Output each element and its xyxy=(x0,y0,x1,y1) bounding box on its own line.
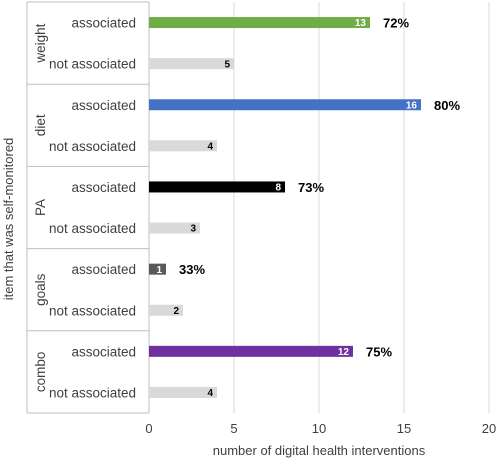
category-label: associated xyxy=(71,98,136,113)
bar-value-label: 3 xyxy=(190,224,196,235)
group-label-weight: weight xyxy=(33,23,48,63)
bar-goals-not-associated xyxy=(149,304,183,316)
x-tick-label: 20 xyxy=(482,421,496,436)
category-label: associated xyxy=(71,180,136,195)
bars xyxy=(149,17,421,398)
x-tick-label: 5 xyxy=(230,421,237,436)
bar-weight-not-associated xyxy=(149,58,234,70)
category-label: not associated xyxy=(49,221,136,236)
bar-combo-not-associated xyxy=(149,386,217,398)
group-label-combo: combo xyxy=(33,352,48,393)
x-tick-label: 10 xyxy=(312,421,326,436)
bar-value-label: 1 xyxy=(156,265,162,276)
bar-value-label: 16 xyxy=(406,100,418,111)
category-label: not associated xyxy=(49,139,136,154)
percent-label: 33% xyxy=(179,262,205,277)
bar-value-label: 12 xyxy=(338,347,350,358)
group-label-goals: goals xyxy=(33,273,48,306)
bar-diet-not-associated xyxy=(149,140,217,152)
bar-goals-associated xyxy=(149,263,166,275)
bar-pa-associated xyxy=(149,181,285,193)
category-label: associated xyxy=(71,344,136,359)
bar-value-label: 13 xyxy=(355,18,367,29)
bar-value-label: 8 xyxy=(275,183,281,194)
category-axis-frame xyxy=(26,1,150,414)
bar-value-label: 5 xyxy=(224,59,230,70)
x-tick-label: 0 xyxy=(145,421,152,436)
bar-value-label: 4 xyxy=(207,388,213,399)
gridlines xyxy=(233,2,490,413)
percent-label: 75% xyxy=(366,344,392,359)
category-label: associated xyxy=(71,262,136,277)
y-axis-title: item that was self-monitored xyxy=(1,138,16,301)
category-label: not associated xyxy=(49,385,136,400)
category-label: not associated xyxy=(49,57,136,72)
bar-diet-associated xyxy=(149,99,421,111)
group-label-pa: PA xyxy=(33,199,48,216)
bar-value-label: 2 xyxy=(173,306,179,317)
percent-label: 72% xyxy=(383,16,409,31)
bar-combo-associated xyxy=(149,345,353,357)
x-axis-title: number of digital health interventions xyxy=(213,443,426,458)
bar-weight-associated xyxy=(149,17,370,29)
group-label-diet: diet xyxy=(33,114,48,136)
bar-value-label: 4 xyxy=(207,141,213,152)
bar-pa-not-associated xyxy=(149,222,200,234)
category-label: not associated xyxy=(49,303,136,318)
percent-label: 73% xyxy=(298,180,324,195)
category-label: associated xyxy=(71,16,136,31)
percent-label: 80% xyxy=(434,98,460,113)
x-tick-label: 15 xyxy=(397,421,411,436)
